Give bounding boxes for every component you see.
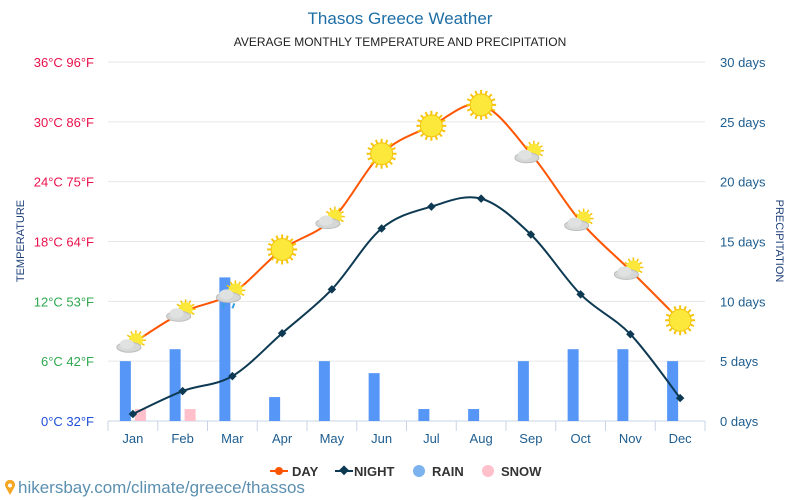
cloud (119, 339, 134, 350)
legend: DAY NIGHT RAIN SNOW (270, 464, 542, 479)
x-tick-label: Sep (519, 431, 542, 446)
x-tick-label: Aug (470, 431, 493, 446)
legend-night-label: NIGHT (354, 464, 395, 479)
rain-bar (318, 361, 330, 421)
rain-bar (269, 397, 281, 421)
source-url: hikersbay.com/climate/greece/thassos (18, 478, 305, 497)
rain-bar (169, 349, 181, 421)
sun-disc (370, 142, 394, 166)
left-tick-label: 30°C 86°F (34, 115, 94, 130)
rain-bar (617, 349, 629, 421)
night-point (675, 393, 685, 403)
legend-night[interactable]: NIGHT (335, 464, 395, 479)
night-point (128, 409, 138, 419)
sun-disc (419, 114, 443, 138)
sun-cloud-icon (315, 206, 345, 230)
right-axis-label: PRECIPITATION (773, 200, 785, 283)
rain-bar (567, 349, 579, 421)
right-tick-label: 20 days (720, 175, 766, 190)
rain-drop (221, 302, 226, 309)
rain-bar (418, 409, 430, 421)
location-pin-icon (5, 480, 15, 495)
sun-disc (668, 308, 692, 332)
sun-icon (466, 89, 497, 120)
night-point (178, 386, 187, 396)
x-tick-label: Jan (122, 431, 143, 446)
rain-bar (219, 277, 231, 421)
night-line (132, 196, 681, 415)
cloud (318, 215, 333, 226)
sun-cloud-icon (166, 299, 196, 322)
right-tick-label: 5 days (720, 354, 759, 369)
left-tick-label: 0°C 32°F (41, 414, 94, 429)
x-tick-label: Jun (371, 431, 392, 446)
right-tick-label: 0 days (720, 414, 759, 429)
x-tick-label: Mar (221, 431, 244, 446)
right-tick-label: 10 days (720, 294, 766, 309)
rain-bar (517, 361, 529, 421)
left-tick-label: 12°C 53°F (34, 294, 94, 309)
sun-icon (665, 305, 696, 336)
x-tick-label: Feb (171, 431, 193, 446)
legend-day-label: DAY (292, 464, 319, 479)
right-tick-label: 25 days (720, 115, 766, 130)
left-tick-label: 18°C 64°F (34, 235, 94, 250)
x-tick-label: Dec (669, 431, 693, 446)
cloud (219, 289, 234, 300)
left-tick-label: 6°C 42°F (41, 354, 94, 369)
night-point (228, 371, 237, 381)
night-point (626, 329, 635, 339)
chart-subtitle: AVERAGE MONTHLY TEMPERATURE AND PRECIPIT… (234, 35, 567, 49)
rain-bar (368, 373, 380, 421)
rain-drop (231, 302, 236, 309)
legend-rain-label: RAIN (432, 464, 464, 479)
x-tick-label: Oct (571, 431, 592, 446)
snow-bar (134, 409, 146, 421)
night-point (377, 224, 386, 233)
cloud (169, 308, 184, 319)
cloud (517, 149, 532, 160)
chart-title: Thasos Greece Weather (308, 9, 493, 28)
right-tick-label: 30 days (720, 55, 766, 70)
left-axis-label: TEMPERATURE (15, 200, 27, 282)
sun-disc (469, 93, 493, 117)
sun-icon (267, 234, 298, 265)
sun-cloud-icon (116, 330, 146, 353)
sun-cloud-icon (514, 140, 544, 164)
night-point (327, 285, 337, 294)
x-tick-label: Jul (423, 431, 440, 446)
night-point (576, 290, 585, 299)
x-tick-label: Apr (272, 431, 293, 446)
x-tick-label: May (320, 431, 345, 446)
sun-cloud-rain-icon (215, 280, 246, 309)
cloud (617, 266, 632, 277)
night-point (476, 194, 486, 203)
legend-rain[interactable]: RAIN (413, 464, 464, 479)
left-tick-label: 24°C 75°F (34, 175, 94, 190)
right-tick-label: 15 days (720, 235, 766, 250)
day-line (132, 103, 681, 345)
legend-snow-label: SNOW (501, 464, 542, 479)
x-tick-label: Nov (619, 431, 643, 446)
left-tick-label: 36°C 96°F (34, 55, 94, 70)
sun-icon (366, 138, 397, 169)
night-point (277, 329, 287, 338)
legend-snow[interactable]: SNOW (482, 464, 542, 479)
legend-day[interactable]: DAY (270, 464, 319, 479)
rain-bar (468, 409, 480, 421)
sun-cloud-icon (613, 257, 644, 280)
cloud (567, 217, 582, 228)
source-link[interactable]: hikersbay.com/climate/greece/thassos (4, 478, 305, 498)
night-point (427, 202, 436, 211)
sun-disc (270, 237, 294, 261)
sun-icon (416, 110, 447, 141)
sun-cloud-icon (564, 208, 594, 232)
rain-bar (667, 361, 679, 421)
snow-bar (184, 409, 196, 421)
rain-bar (119, 361, 131, 421)
